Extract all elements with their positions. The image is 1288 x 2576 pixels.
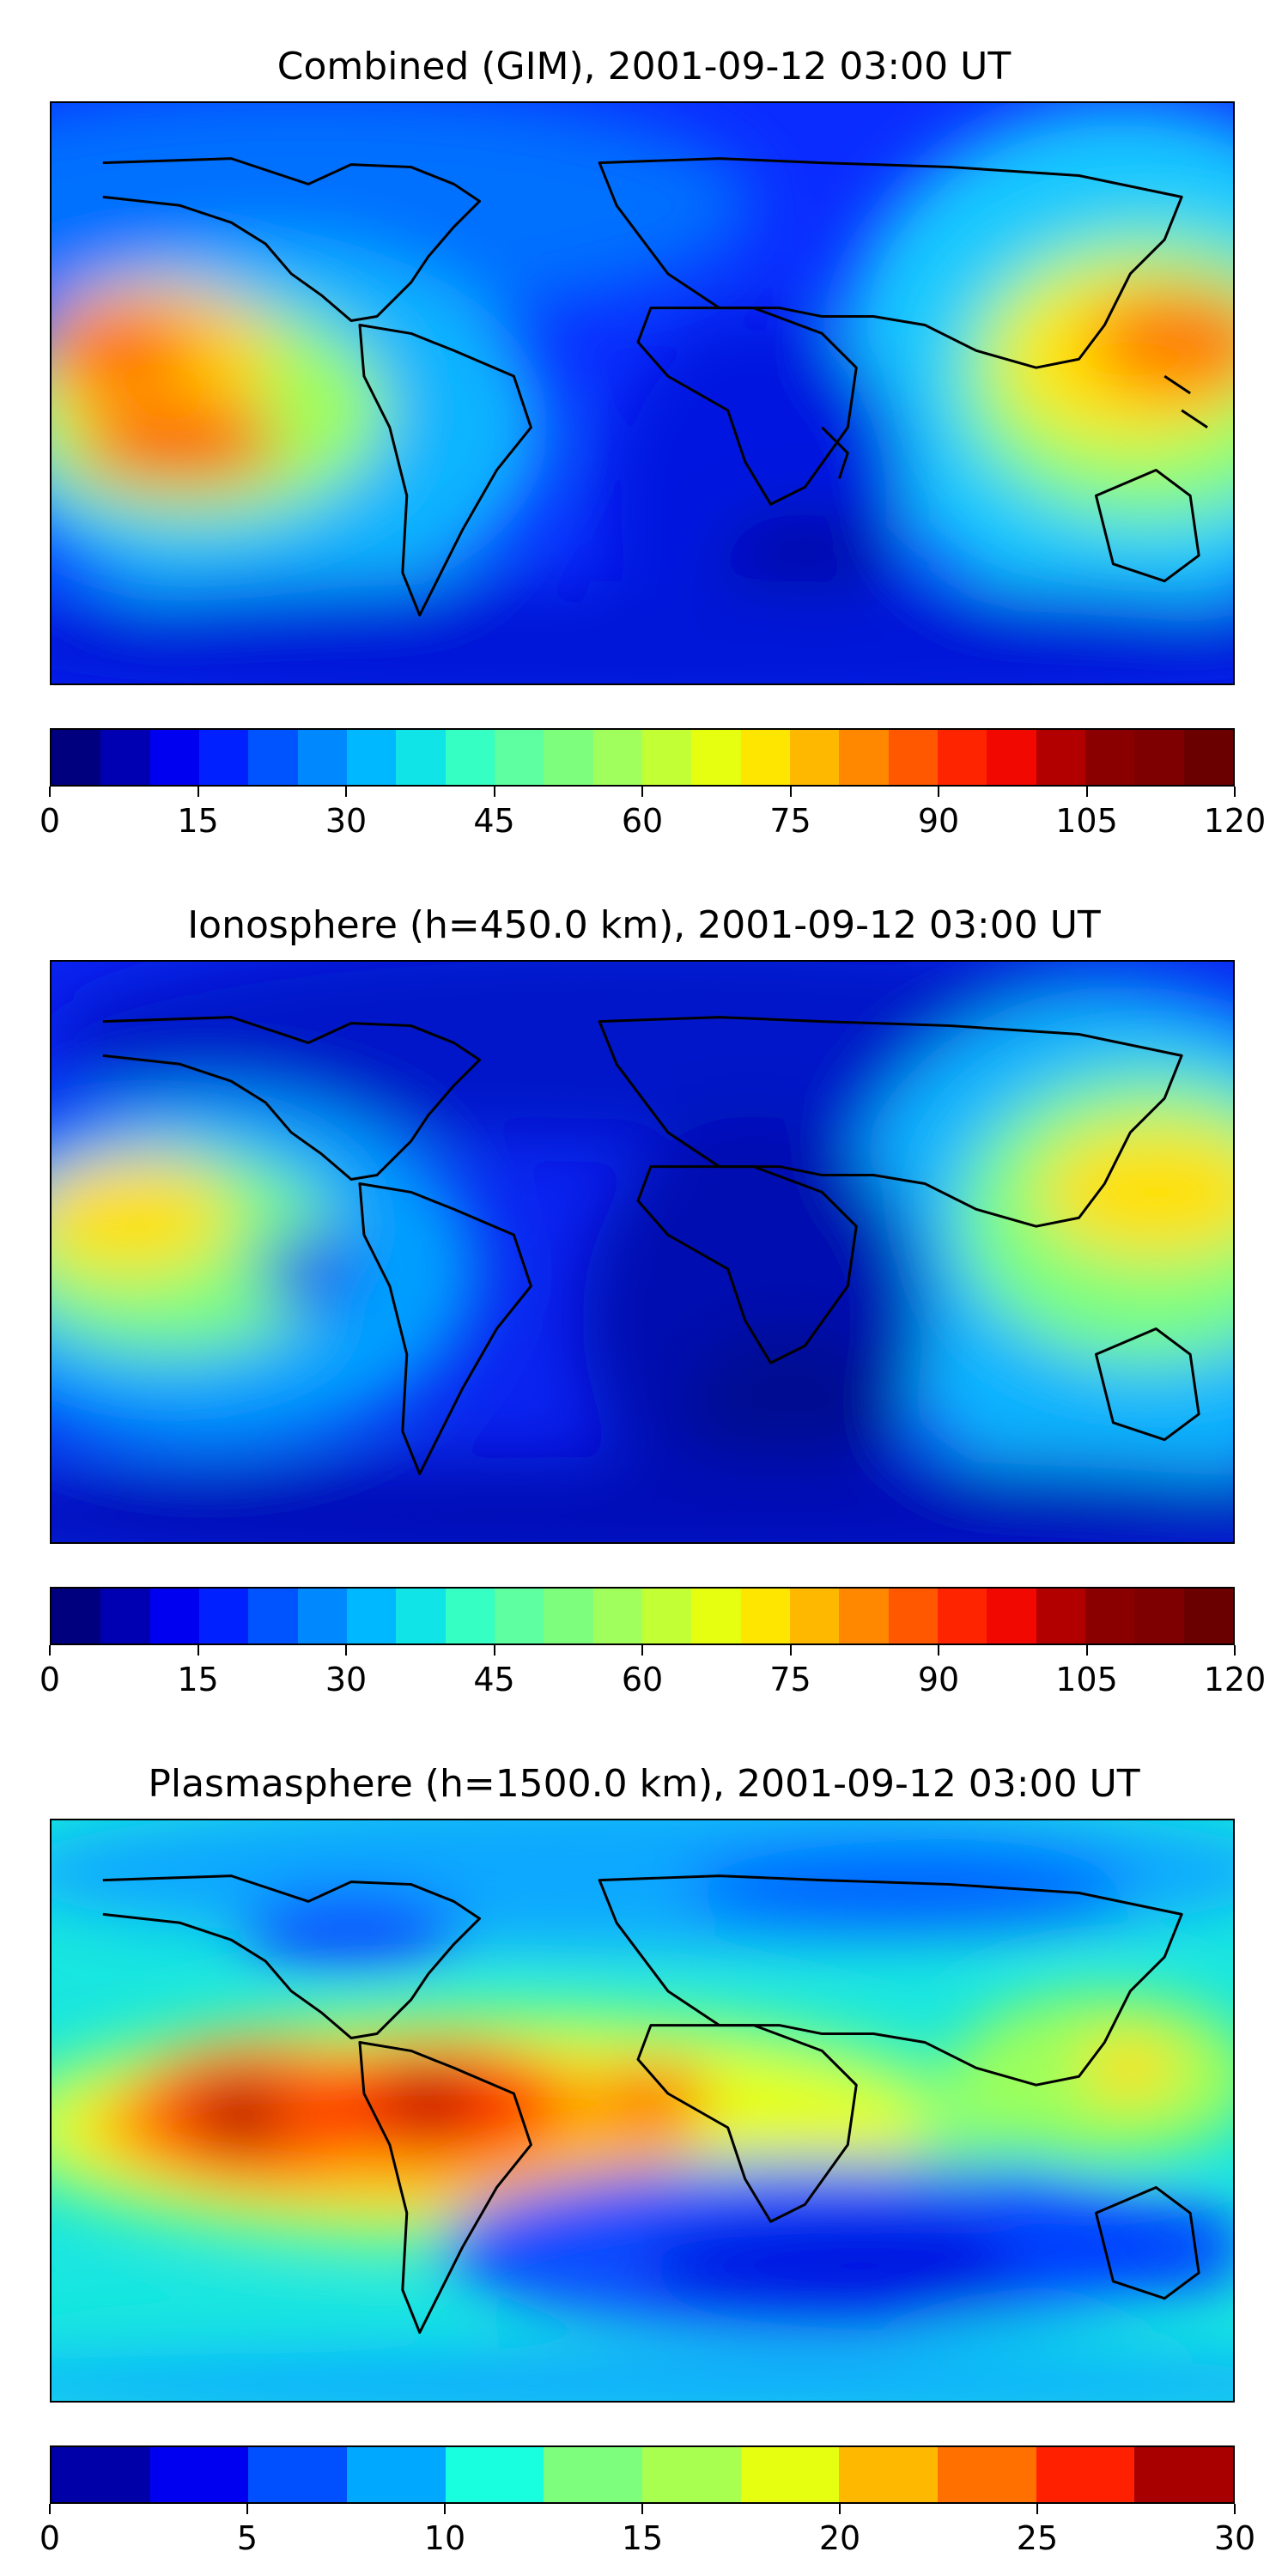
- map-plasmasphere: [50, 1819, 1235, 2403]
- tick-mark: [938, 1645, 939, 1656]
- tick-label: 90: [917, 1661, 960, 1698]
- tick-label: 45: [473, 1661, 515, 1698]
- panel-title-combined: Combined (GIM), 2001-09-12 03:00 UT: [276, 45, 1012, 88]
- tick-label: 20: [818, 2519, 861, 2557]
- colorbar-plasmasphere: [50, 2445, 1235, 2504]
- tick-label: 15: [177, 1661, 219, 1698]
- tick-label: 120: [1203, 802, 1267, 840]
- tec-map-ionosphere: [52, 962, 1233, 1542]
- tick-mark: [789, 1645, 792, 1656]
- tick-label: 0: [39, 1661, 61, 1698]
- tick-mark: [443, 2504, 446, 2514]
- tick-label: 60: [621, 1661, 664, 1698]
- tick-mark: [493, 1645, 495, 1656]
- tick-mark: [938, 787, 939, 797]
- tick-mark: [641, 2504, 643, 2514]
- tick-label: 105: [1055, 1661, 1118, 1698]
- tick-label: 75: [769, 802, 811, 840]
- panel-title-plasmasphere: Plasmasphere (h=1500.0 km), 2001-09-12 0…: [148, 1762, 1140, 1806]
- coastlines: [102, 1874, 1200, 2334]
- colorbar-ionosphere: [50, 1587, 1235, 1645]
- colorbar-ticks-plasmasphere: 0 5 10 15 20 25 30: [39, 2504, 1255, 2557]
- tick-label: 0: [39, 2519, 61, 2557]
- tick-label: 10: [423, 2519, 466, 2557]
- map-ionosphere: [50, 960, 1235, 1544]
- panel-title-ionosphere: Ionosphere (h=450.0 km), 2001-09-12 03:0…: [187, 903, 1101, 947]
- tick-mark: [1234, 2504, 1236, 2514]
- tick-label: 5: [236, 2519, 258, 2557]
- tick-mark: [1234, 787, 1236, 797]
- map-combined: [50, 101, 1235, 685]
- coastlines: [102, 1016, 1200, 1475]
- tick-mark: [345, 1645, 347, 1656]
- tick-mark: [789, 787, 792, 797]
- tick-mark: [493, 787, 495, 797]
- tick-label: 30: [325, 802, 368, 840]
- tick-mark: [641, 787, 643, 797]
- tick-label: 60: [621, 802, 664, 840]
- tick-mark: [1234, 1645, 1236, 1656]
- tec-map-combined: [52, 103, 1233, 683]
- tick-mark: [1085, 1645, 1088, 1656]
- tick-mark: [49, 787, 51, 797]
- tick-mark: [49, 2504, 51, 2514]
- tick-mark: [197, 1645, 199, 1656]
- tick-mark: [49, 1645, 51, 1656]
- tick-label: 45: [473, 802, 515, 840]
- tick-mark: [1085, 787, 1088, 797]
- tick-label: 15: [621, 2519, 664, 2557]
- tick-label: 30: [1213, 2519, 1256, 2557]
- coastlines: [102, 157, 1208, 617]
- tick-label: 105: [1055, 802, 1118, 840]
- tick-mark: [839, 2504, 841, 2514]
- colorbar-ticks-combined: 0 15 30 45 60 75 90 105 120: [39, 787, 1266, 840]
- tick-label: 120: [1203, 1661, 1267, 1698]
- tick-label: 30: [325, 1661, 368, 1698]
- tick-label: 90: [917, 802, 960, 840]
- tick-mark: [197, 787, 199, 797]
- tick-mark: [1036, 2504, 1038, 2514]
- tick-label: 25: [1016, 2519, 1059, 2557]
- colorbar-combined: [50, 728, 1235, 787]
- tick-mark: [345, 787, 347, 797]
- tec-map-plasmasphere: [52, 1820, 1233, 2401]
- tick-label: 0: [39, 802, 61, 840]
- tick-mark: [641, 1645, 643, 1656]
- tick-label: 15: [177, 802, 219, 840]
- tick-label: 75: [769, 1661, 811, 1698]
- colorbar-ticks-ionosphere: 0 15 30 45 60 75 90 105 120: [39, 1645, 1266, 1698]
- tick-mark: [246, 2504, 248, 2514]
